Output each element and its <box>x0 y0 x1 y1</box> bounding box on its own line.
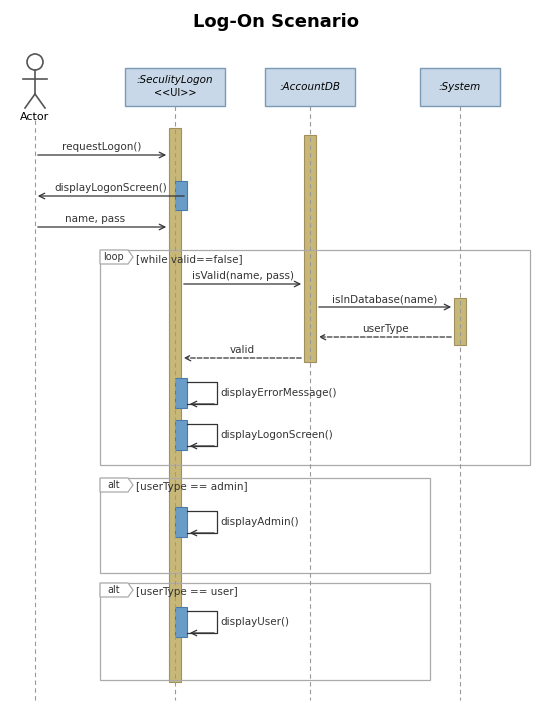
Text: loop: loop <box>104 252 124 262</box>
Text: :SeculityLogon: :SeculityLogon <box>137 75 213 85</box>
FancyBboxPatch shape <box>169 128 181 682</box>
FancyBboxPatch shape <box>175 607 187 637</box>
FancyBboxPatch shape <box>175 378 187 408</box>
FancyBboxPatch shape <box>454 298 466 345</box>
Text: alt: alt <box>108 480 120 490</box>
FancyBboxPatch shape <box>125 68 225 106</box>
Text: displayLogonScreen(): displayLogonScreen() <box>220 430 333 440</box>
Text: :System: :System <box>439 82 481 92</box>
Text: name, pass: name, pass <box>65 214 125 224</box>
Text: displayUser(): displayUser() <box>220 617 289 627</box>
Polygon shape <box>100 250 133 264</box>
Text: displayErrorMessage(): displayErrorMessage() <box>220 388 337 398</box>
FancyBboxPatch shape <box>304 135 316 362</box>
FancyBboxPatch shape <box>175 420 187 450</box>
FancyBboxPatch shape <box>175 507 187 537</box>
FancyBboxPatch shape <box>265 68 355 106</box>
FancyBboxPatch shape <box>420 68 500 106</box>
Text: Actor: Actor <box>20 112 50 122</box>
Text: isValid(name, pass): isValid(name, pass) <box>192 271 294 281</box>
Text: requestLogon(): requestLogon() <box>62 142 142 152</box>
Text: displayAdmin(): displayAdmin() <box>220 517 299 527</box>
Polygon shape <box>100 583 133 597</box>
Text: Log-On Scenario: Log-On Scenario <box>193 13 359 31</box>
Text: alt: alt <box>108 585 120 595</box>
FancyBboxPatch shape <box>175 181 187 210</box>
Text: [userType == admin]: [userType == admin] <box>136 482 248 492</box>
Polygon shape <box>100 478 133 492</box>
Text: <<UI>>: <<UI>> <box>154 88 197 98</box>
Text: valid: valid <box>230 345 255 355</box>
Text: isInDatabase(name): isInDatabase(name) <box>332 294 438 304</box>
Text: [userType == user]: [userType == user] <box>136 587 238 597</box>
Text: userType: userType <box>362 324 408 334</box>
Text: displayLogonScreen(): displayLogonScreen() <box>55 183 167 193</box>
Text: :AccountDB: :AccountDB <box>279 82 341 92</box>
Text: [while valid==false]: [while valid==false] <box>136 254 243 264</box>
